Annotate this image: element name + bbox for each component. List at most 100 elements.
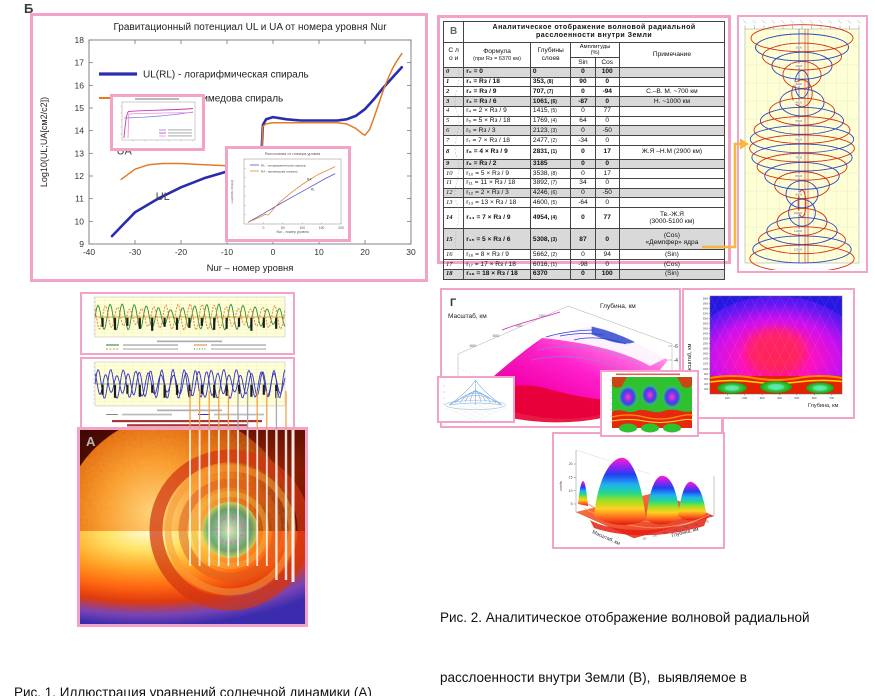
table-row: 16 r₁₆ = 8 × Rз / 9 5662, (2) 0 94 (Sin)	[442, 249, 726, 261]
bump-3	[678, 481, 706, 521]
svg-text:10: 10	[75, 216, 85, 226]
svg-text:-30: -30	[129, 247, 142, 257]
svg-text:3600: 3600	[703, 303, 709, 305]
svg-text:RA: RA	[307, 178, 312, 182]
blue-contours	[545, 326, 635, 345]
svg-text:4000: 4000	[795, 101, 802, 105]
svg-text:200: 200	[742, 396, 747, 400]
solar-wave-strip-2	[80, 357, 295, 430]
svg-text:1000: 1000	[703, 369, 709, 371]
svg-text:2000: 2000	[703, 344, 709, 346]
svg-text:400: 400	[674, 529, 679, 532]
svg-text:2000: 2000	[795, 64, 802, 68]
g3d-xlabel: Глубина, км	[600, 302, 636, 310]
svg-text:600: 600	[704, 379, 709, 381]
wavelet-wireframe-inset	[437, 376, 515, 423]
svg-text:0: 0	[262, 226, 264, 230]
svg-text:200: 200	[338, 226, 344, 230]
col-header-formula: Формула (при Rз = 6370 км)	[463, 42, 531, 68]
svg-text:UA(RA) - архимедова спираль: UA(RA) - архимедова спираль	[143, 94, 283, 105]
table-row: 4 r₄ = 2 × Rз / 9 1415, (5) 0 77	[442, 105, 726, 117]
svg-text:800: 800	[704, 374, 709, 376]
wavelet-mesh-plot	[442, 379, 509, 422]
table-row: 12 r₁₂ = 2 × Rз / 3 4246, (6) 0 -50	[442, 187, 726, 199]
svg-text:700: 700	[829, 396, 834, 400]
col-header-sin: Sin	[570, 57, 596, 68]
svg-text:16: 16	[75, 80, 85, 90]
svg-text:10: 10	[569, 489, 573, 493]
g3d-ylabel: Масштаб, км	[448, 312, 487, 320]
table-row: 15 r₁₅ = 5 × Rз / 6 5308, (3) 87 0 (Cos) «Дем…	[442, 228, 726, 251]
svg-text:1200: 1200	[703, 364, 709, 366]
svg-text:17: 17	[75, 58, 85, 68]
bumps-front-ridge	[590, 516, 708, 536]
table-row: 0 r₀ = 0 0 0 100	[442, 67, 726, 78]
svg-text:18: 18	[75, 35, 85, 45]
scalogram-xlabel: Глубина, км	[808, 403, 838, 409]
inset1-ticks	[120, 105, 194, 142]
svg-text:11: 11	[75, 194, 84, 204]
svg-text:8000: 8000	[795, 174, 802, 178]
col-header-depth: Глубины слоев	[529, 42, 572, 68]
svg-text:3800: 3800	[703, 298, 709, 300]
svg-text:2600: 2600	[703, 329, 709, 331]
inset-potential-small	[110, 94, 205, 151]
svg-text:Log10(RL;RA[пк]): Log10(RL;RA[пк])	[230, 180, 234, 204]
svg-text:20: 20	[360, 247, 370, 257]
svg-text:UL: UL	[156, 191, 170, 203]
distances-chart: 0 50 100 150 200 Расстояния от номера уровня N…	[230, 151, 344, 234]
inset-distances: 0 50 100 150 200 Расстояния от номера уровня N…	[225, 146, 351, 242]
inset1-legend	[159, 129, 192, 137]
figure2-caption: Рис. 2. Аналитическое отображение волнов…	[440, 610, 810, 685]
bump-1	[594, 457, 646, 525]
table-row: 3 r₃ = Rз / 6 1061, (6) -87 0 Н. ~1000 км	[442, 96, 726, 107]
svg-text:6000: 6000	[795, 137, 802, 141]
solar-wave-strip-1	[80, 292, 295, 355]
table-row: 11 r₁₁ = 11 × Rз / 18 3892, (7) 34 0	[442, 177, 726, 189]
scalogram-ylabel: Масштаб, км	[687, 343, 693, 376]
svg-text:RL: RL	[311, 187, 315, 191]
wavelet-3d-surface-panel: coefs Масштаб, км Глубина, км 5 10 15 20 100…	[552, 432, 725, 549]
bump-spike	[578, 481, 588, 506]
svg-text:10000: 10000	[794, 211, 803, 215]
svg-text:12: 12	[75, 171, 85, 181]
svg-text:3000: 3000	[795, 82, 802, 86]
col-header-amplitudes: Амплитуды (%)	[570, 42, 620, 59]
svg-text:600: 600	[493, 333, 500, 338]
svg-text:Log10(UL;UA[см2/с2]): Log10(UL;UA[см2/с2])	[39, 97, 49, 187]
svg-text:-4: -4	[674, 358, 679, 364]
table-row: 2 r₂ = Rз / 9 707, (7) 0 -94 С.–В. М. ~700 км	[442, 86, 726, 98]
svg-text:100: 100	[642, 537, 647, 540]
svg-text:11000: 11000	[794, 229, 802, 233]
small-heatmap-ticks	[610, 379, 681, 430]
panel-label-b: Б	[24, 1, 34, 16]
table-row: 1 r₁ = Rз / 18 353, (8) 90 0	[442, 76, 726, 88]
svg-text:-20: -20	[175, 247, 188, 257]
panel-radial-waves: 1000 2000 3000 4000 5000 6000 7000 8000 9000 1000…	[737, 15, 868, 273]
svg-text:14: 14	[75, 126, 85, 136]
svg-text:400: 400	[777, 396, 782, 400]
svg-text:Nur – номер уровня: Nur – номер уровня	[207, 263, 294, 274]
svg-text:1400: 1400	[703, 359, 709, 361]
svg-text:3000: 3000	[703, 319, 709, 321]
svg-text:15: 15	[75, 103, 85, 113]
svg-text:100: 100	[299, 226, 305, 230]
col-header-sloi: С л о и	[442, 42, 465, 68]
svg-text:1800: 1800	[703, 349, 709, 351]
gravitational-potential-chart: -40 -30 -20 -10 0 10 20 30 9 10 11 12 13 14 15 16 17 18 Гр…	[39, 22, 416, 274]
svg-text:5: 5	[571, 502, 573, 506]
strip1-chart	[93, 296, 286, 350]
svg-text:300: 300	[663, 532, 668, 535]
svg-text:2200: 2200	[703, 339, 709, 341]
mesh-dome	[445, 379, 506, 410]
svg-text:400: 400	[516, 323, 523, 328]
svg-text:9: 9	[79, 239, 84, 249]
radial-standing-waves: 1000 2000 3000 4000 5000 6000 7000 8000 9000 1000…	[743, 20, 861, 273]
svg-text:RL - логарифмическая спираль: RL - логарифмическая спираль	[261, 163, 307, 167]
table-row: 7 r₇ = 7 × Rз / 18 2477, (2) -34 0	[442, 135, 726, 146]
inset1-title-bar	[135, 98, 179, 100]
panel-label-v: В	[442, 20, 465, 44]
svg-text:-10: -10	[221, 247, 234, 257]
wavelet-scalogram-panel: Масштаб, км Глубина, км 200 400 600 800 1000…	[682, 288, 855, 419]
svg-text:800: 800	[470, 343, 477, 348]
